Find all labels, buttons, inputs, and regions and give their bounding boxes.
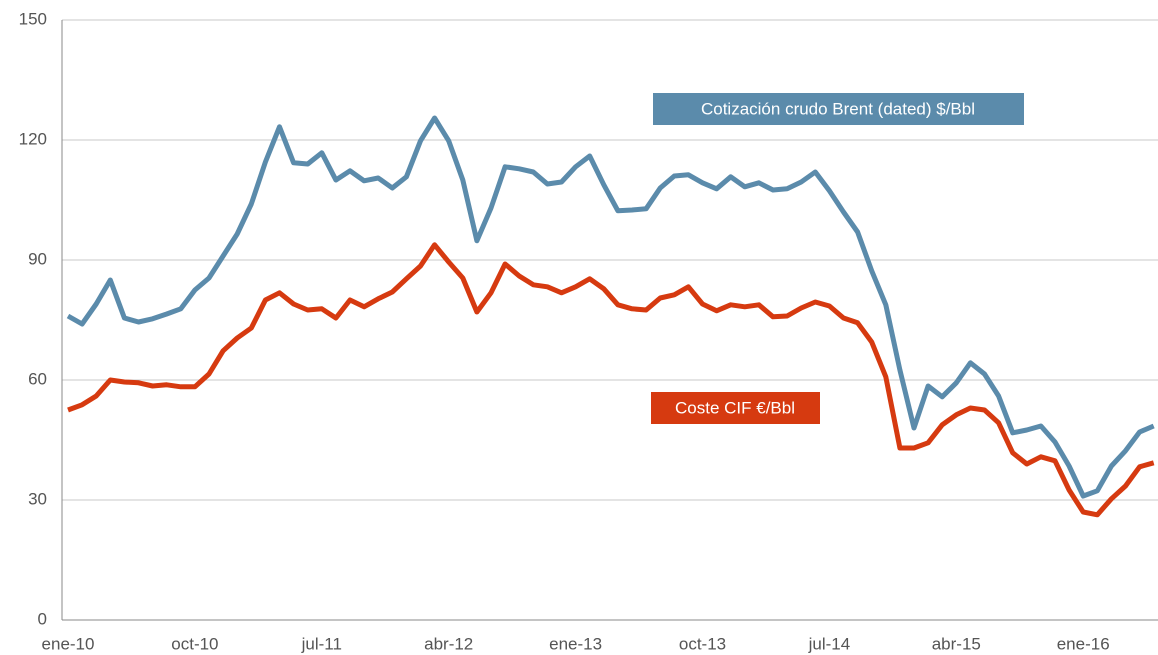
series-label-box bbox=[653, 93, 1024, 125]
x-tick-label: ene-13 bbox=[549, 634, 602, 653]
y-tick-label: 150 bbox=[19, 9, 47, 28]
x-tick-label: abr-12 bbox=[424, 634, 473, 653]
x-tick-label: jul-14 bbox=[808, 634, 851, 653]
x-tick-label: oct-13 bbox=[679, 634, 726, 653]
y-tick-label: 30 bbox=[28, 489, 47, 508]
y-tick-label: 90 bbox=[28, 249, 47, 268]
series-line bbox=[67, 242, 1155, 518]
series-label: Cotización crudo Brent (dated) $/Bbl bbox=[701, 99, 975, 118]
y-tick-label: 60 bbox=[28, 369, 47, 388]
series-line bbox=[66, 115, 1155, 499]
x-tick-label: abr-15 bbox=[932, 634, 981, 653]
x-tick-label: oct-10 bbox=[171, 634, 218, 653]
series-label-box bbox=[651, 392, 820, 424]
y-tick-label: 120 bbox=[19, 129, 47, 148]
x-tick-label: ene-10 bbox=[42, 634, 95, 653]
x-tick-label: ene-16 bbox=[1057, 634, 1110, 653]
y-tick-label: 0 bbox=[38, 609, 47, 628]
series-label: Coste CIF €/Bbl bbox=[675, 398, 795, 417]
x-tick-label: jul-11 bbox=[301, 634, 342, 653]
